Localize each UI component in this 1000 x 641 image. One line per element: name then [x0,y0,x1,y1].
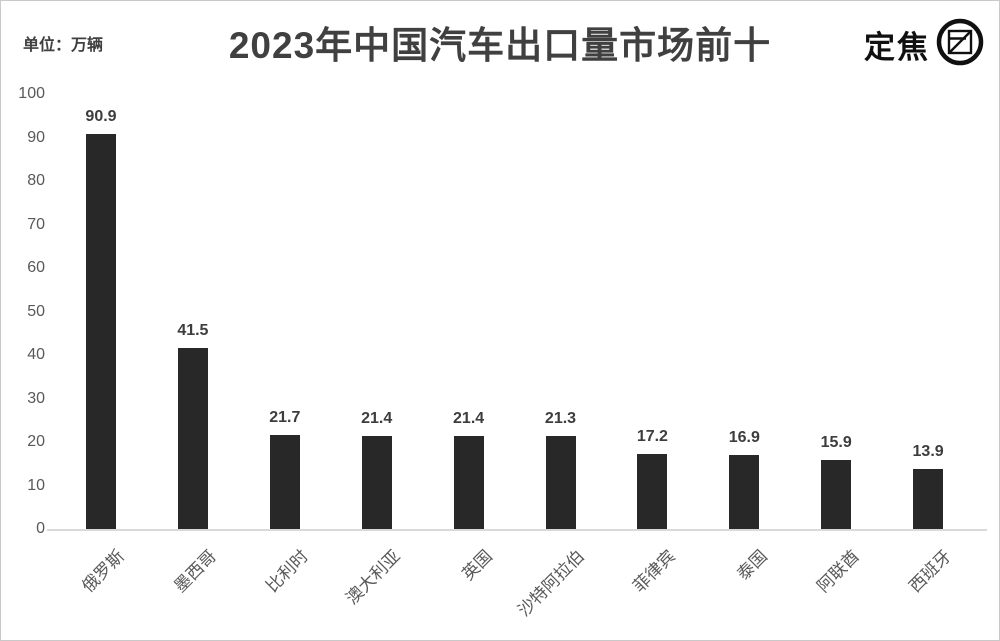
y-axis-tick-label: 0 [36,520,45,537]
bar [729,455,760,529]
y-axis-tick-label: 90 [27,128,45,146]
bar [86,134,116,529]
x-axis-line [47,529,987,531]
bar-value-label: 17.2 [636,428,668,445]
x-axis-category-label: 比利时 [262,546,312,597]
y-axis-tick-label: 10 [27,476,45,494]
bar-value-label: 41.5 [177,322,209,339]
brand-name: 定焦 [864,30,930,65]
y-axis-tick-label: 100 [18,85,45,102]
bar-value-label: 90.9 [85,108,117,125]
chart-title: 2023年中国汽车出口量市场前十 [228,25,772,66]
y-axis-tick-label: 20 [27,433,45,450]
bar-value-label: 21.3 [544,410,577,427]
x-axis-category-label: 西班牙 [905,546,956,597]
unit-label: 单位：万辆 [23,37,104,54]
bar-value-label: 16.9 [728,429,760,446]
y-axis-tick-label: 60 [27,259,45,276]
x-axis-category-label: 俄罗斯 [78,546,128,597]
x-axis-category-label: 菲律宾 [629,546,680,597]
bar [545,436,576,529]
x-axis-category-label: 阿联酋 [813,546,864,597]
brand-logo: 定焦 [864,17,985,72]
bar-value-label: 15.9 [820,434,852,451]
bar [637,454,668,529]
bar-value-label: 13.9 [912,443,944,460]
bar-value-label: 21.4 [361,410,393,427]
aperture-logo-icon [935,17,985,72]
bar [453,436,484,529]
x-axis-category-label: 泰国 [733,546,772,585]
bar-value-label: 21.4 [453,410,485,427]
x-axis-category-label: 英国 [458,546,496,585]
y-axis-tick-label: 30 [27,389,45,407]
y-axis-tick-label: 50 [27,302,45,320]
bar-value-label: 21.7 [269,409,301,426]
bar [177,348,208,529]
bar [913,469,944,529]
y-axis-tick-label: 40 [27,346,45,363]
x-axis-category-label: 澳大利亚 [342,546,404,609]
y-axis-tick-label: 80 [27,172,45,189]
y-axis-tick-label: 70 [27,215,45,233]
bar [821,460,852,529]
x-axis-category-label: 墨西哥 [170,546,220,597]
bar [269,435,300,529]
x-axis-category-label: 沙特阿拉伯 [513,546,588,621]
bar [361,436,392,529]
